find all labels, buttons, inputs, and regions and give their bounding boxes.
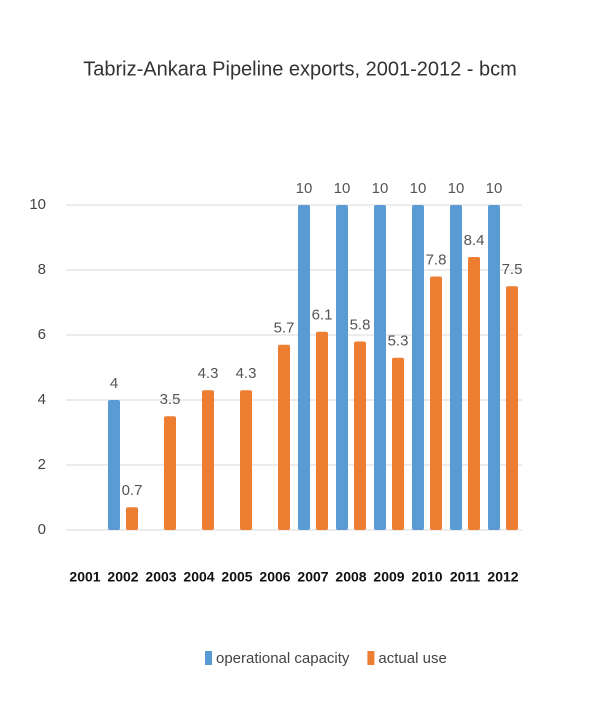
data-label: 5.8	[350, 316, 371, 333]
x-tick-label: 2005	[221, 569, 252, 585]
data-label: 5.7	[274, 320, 295, 337]
data-label: 10	[296, 180, 313, 197]
x-tick-label: 2008	[335, 569, 366, 585]
data-label: 5.3	[388, 333, 409, 350]
bar	[392, 357, 404, 530]
legend-swatch	[205, 651, 212, 665]
y-tick-label: 10	[29, 196, 46, 213]
bar	[468, 257, 480, 530]
y-tick-label: 4	[38, 391, 46, 408]
data-label: 7.5	[502, 261, 523, 278]
x-tick-label: 2010	[411, 569, 442, 585]
x-tick-label: 2009	[373, 569, 404, 585]
x-tick-label: 2002	[107, 569, 138, 585]
data-label: 4	[110, 375, 118, 392]
legend-swatch	[367, 651, 375, 665]
bar	[506, 286, 518, 530]
legend-label: actual use	[378, 650, 446, 667]
bar	[316, 331, 328, 530]
bar	[126, 507, 138, 530]
bar	[240, 390, 252, 530]
data-label: 10	[334, 180, 351, 197]
data-label: 10	[410, 180, 427, 197]
bar	[298, 205, 310, 530]
legend-label: operational capacity	[216, 650, 350, 667]
bar	[354, 341, 366, 530]
x-tick-label: 2011	[450, 569, 481, 585]
data-label: 8.4	[464, 232, 485, 249]
data-label: 10	[372, 180, 389, 197]
y-tick-label: 8	[38, 261, 46, 278]
y-tick-label: 2	[38, 456, 46, 473]
data-label: 7.8	[426, 251, 447, 268]
bar	[430, 276, 442, 530]
x-tick-label: 2004	[183, 569, 214, 585]
data-label: 10	[448, 180, 465, 197]
data-label: 4.3	[198, 365, 219, 382]
bar	[450, 205, 462, 530]
bar	[488, 205, 500, 530]
x-tick-label: 2012	[487, 569, 518, 585]
chart-title: Tabriz-Ankara Pipeline exports, 2001-201…	[83, 58, 517, 80]
x-tick-label: 2003	[145, 569, 176, 585]
bar	[164, 416, 176, 530]
y-tick-label: 6	[38, 326, 46, 343]
bar	[374, 205, 386, 530]
bar	[336, 205, 348, 530]
x-tick-label: 2001	[69, 569, 100, 585]
x-tick-label: 2006	[259, 569, 290, 585]
bar	[202, 390, 214, 530]
data-label: 0.7	[122, 482, 143, 499]
data-label: 4.3	[236, 365, 257, 382]
data-label: 10	[486, 180, 503, 197]
bar	[278, 344, 290, 530]
y-tick-label: 0	[38, 521, 46, 538]
data-label: 3.5	[160, 391, 181, 408]
bar	[412, 205, 424, 530]
bar	[108, 400, 120, 530]
x-tick-label: 2007	[297, 569, 328, 585]
data-label: 6.1	[312, 307, 333, 324]
